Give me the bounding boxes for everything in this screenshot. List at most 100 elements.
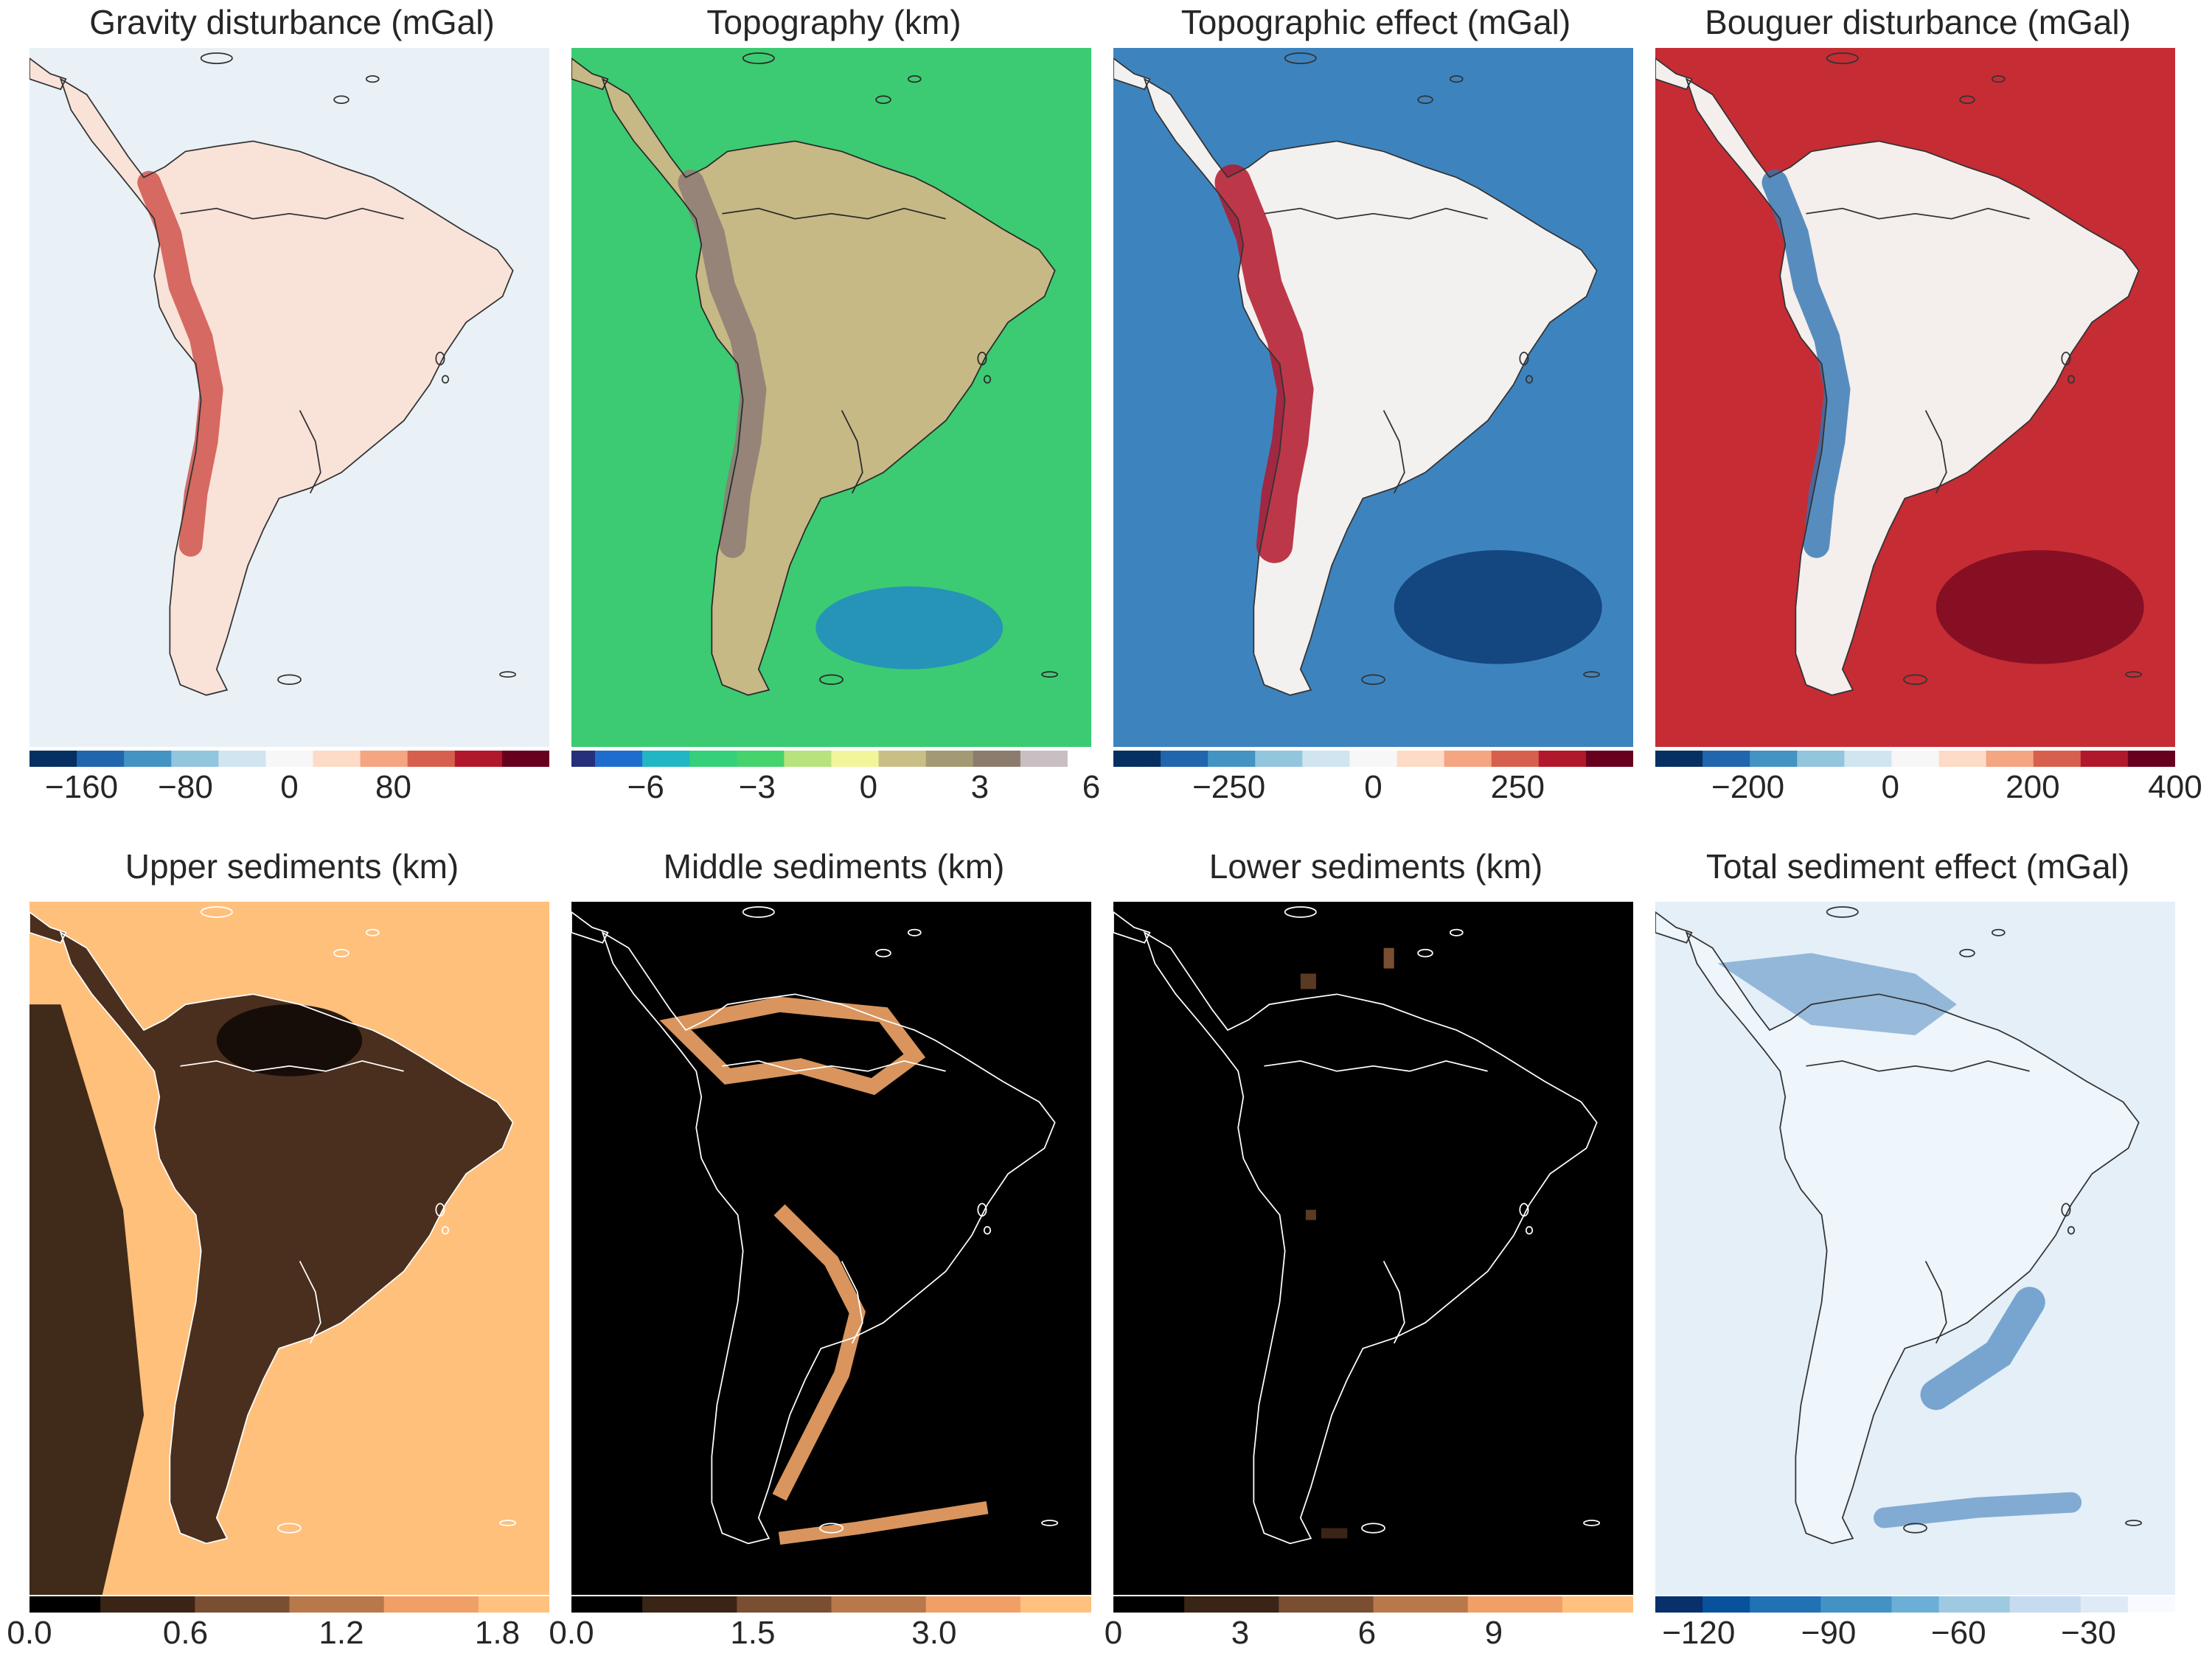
colorbar-middle-sediments [571,1596,1091,1613]
coastline [1113,52,1601,696]
colorbar-segment [1726,1596,1750,1613]
colorbar-segment [147,751,172,767]
colorbar-segment [1679,751,1703,767]
colorbar-segment [478,751,503,767]
colorbar-segment [383,751,408,767]
colorbar-tick-label: −120 [1662,1615,1736,1651]
colorbar-segment [571,751,596,767]
colorbar-segment [2009,751,2034,767]
colorbar-segment [1679,1596,1703,1613]
colorbar-tick-label: −30 [2061,1615,2116,1651]
colorbar-segment [195,751,219,767]
colorbar-segment [1562,751,1587,767]
colorbar-segment [100,751,125,767]
colorbar-segment [1538,1596,1563,1613]
map-bouguer-disturbance [1655,48,2175,747]
colorbar-segment [1302,1596,1327,1613]
colorbar-segment [431,1596,456,1613]
colorbar-tick-label: 1.5 [730,1615,776,1651]
map-gravity-disturbance [29,48,549,747]
colorbar-tick-label: 3 [970,769,990,805]
colorbar-segment [2127,751,2152,767]
colorbar-tick-label: −60 [1930,1615,1986,1651]
colorbar-segment [902,1596,927,1613]
colorbar-segment [29,751,54,767]
colorbar-segment [1279,1596,1303,1613]
colorbar-segment [1161,751,1185,767]
colorbar-segment [784,751,809,767]
colorbar-segment [454,1596,479,1613]
colorbar-segment [171,1596,195,1613]
colorbar-tick-label: 9 [1484,1615,1503,1651]
colorbar-segment [265,1596,291,1613]
colorbar-segment [1231,1596,1256,1613]
colorbar-segment [2080,1596,2105,1613]
colorbar-segment [1444,751,1469,767]
colorbar-segment [831,1596,856,1613]
colorbar-segment [784,1596,809,1613]
colorbar-segment [383,1596,408,1613]
coastline [1113,906,1601,1545]
colorbar-segment [949,751,974,767]
colorbar-segment [407,1596,432,1613]
colorbar-segment [1962,751,1987,767]
colorbar-segment [1208,1596,1232,1613]
colorbar-tick-label: 0 [859,769,878,805]
colorbar-segment [1349,751,1374,767]
coastline [29,906,517,1545]
colorbar-segment [478,1596,503,1613]
colorbar-segment [1184,751,1208,767]
colorbar-segment [1161,1596,1185,1613]
colorbar-segment [2151,1596,2175,1613]
colorbar-segment [855,751,880,767]
colorbar-bouguer-disturbance [1655,751,2175,767]
colorbar-segment [1043,751,1068,767]
colorbar-segment [1137,1596,1161,1613]
panel-title: Topographic effect (mGal) [1180,3,1571,41]
colorbar-segment [242,1596,267,1613]
colorbar-tick-label: −80 [158,769,213,805]
colorbar-segment [666,1596,690,1613]
colorbar-tick-label: 1.8 [474,1615,521,1651]
map-upper-sediments [29,902,549,1595]
colorbar-segment [713,1596,737,1613]
field-anomaly [29,1004,363,1595]
colorbar-segment [737,1596,761,1613]
colorbar-segment [1938,751,1964,767]
colorbar-segment [147,1596,172,1613]
colorbar-segment [1797,1596,1821,1613]
colorbar-segment [360,1596,385,1613]
colorbar-segment [878,1596,903,1613]
colorbar-segment [242,751,267,767]
colorbar-tick-label: 0 [1364,769,1382,805]
colorbar-segment [1302,751,1327,767]
colorbar-tick-label: 0.0 [7,1615,52,1651]
colorbar-segment [1067,1596,1091,1613]
colorbar-tick-label: 0 [1881,769,1899,805]
colorbar-tick-label: 1.2 [319,1615,364,1651]
colorbar-segment [925,751,950,767]
colorbar-segment [1562,1596,1587,1613]
panel-title: Upper sediments (km) [125,847,459,886]
colorbar-segment [336,1596,361,1613]
colorbar-segment [1938,1596,1964,1613]
colorbar-segment [1067,751,1091,767]
colorbar-tick-label: 80 [375,769,411,805]
colorbar-segment [595,1596,619,1613]
colorbar-segment [973,751,998,767]
colorbar-segment [124,1596,148,1613]
colorbar-segment [1820,751,1845,767]
map-total-sediment-effect [1655,902,2175,1595]
colorbar-segment [1113,1596,1138,1613]
colorbar-segment [1020,751,1045,767]
colorbar-segment [407,751,432,767]
colorbar-segment [619,1596,643,1613]
colorbar-segment [1986,751,2011,767]
colorbar-segment [501,1596,526,1613]
colorbar-segment [1184,1596,1208,1613]
colorbar-segment [53,1596,77,1613]
colorbar-segment [1326,751,1351,767]
colorbar-segment [289,1596,314,1613]
colorbar-segment [77,751,101,767]
colorbar-segment [1491,751,1516,767]
